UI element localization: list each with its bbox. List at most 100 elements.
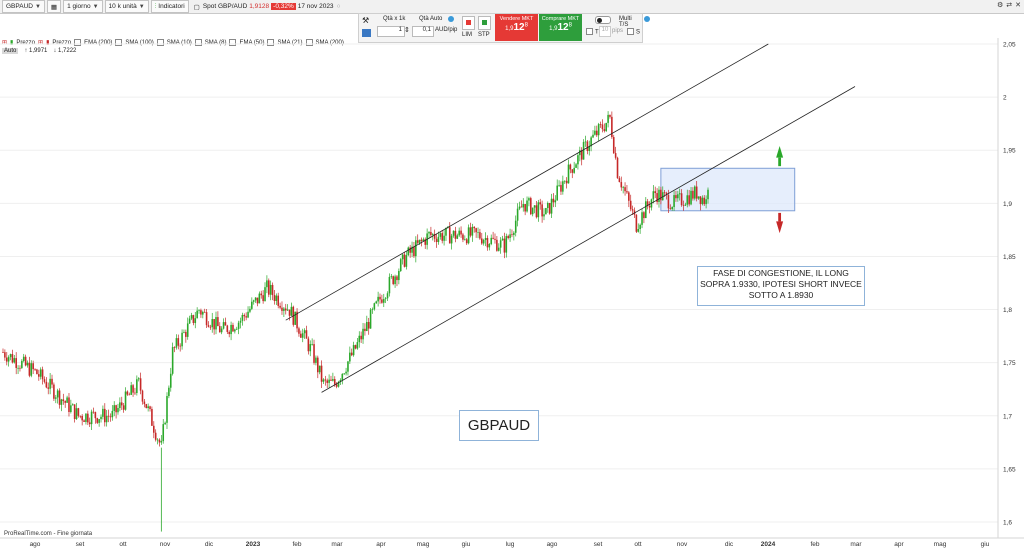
timeframe-label: 1 giorno bbox=[67, 3, 91, 10]
sync-icon[interactable]: ⇄ bbox=[1006, 2, 1013, 9]
wrench-icon[interactable]: ⚒ bbox=[362, 16, 370, 25]
indicator-sma21[interactable]: SMA (21) bbox=[277, 39, 303, 46]
units-selector[interactable]: 10 k unità ▼ bbox=[104, 0, 149, 13]
time-axis[interactable]: ago set ott nov dic 2023 feb mar apr mag giu lug ago… bbox=[30, 541, 990, 548]
price-axis[interactable]: 2,05 2 1,95 1,9 1,85 1,8 1,75 1,7 1,65 1,6 bbox=[1003, 42, 1016, 527]
candle-body bbox=[660, 189, 662, 201]
indicator-checkbox[interactable] bbox=[115, 39, 123, 46]
candle-body bbox=[673, 195, 675, 208]
target-input[interactable]: 10 bbox=[599, 26, 611, 37]
candle-body bbox=[403, 254, 406, 267]
indicator-sma200[interactable]: SMA (200) bbox=[315, 39, 344, 46]
candle-body bbox=[143, 401, 146, 405]
candle-body bbox=[47, 387, 50, 389]
candle-body bbox=[228, 331, 231, 335]
indicator-checkbox[interactable] bbox=[74, 39, 82, 46]
indicator-sma8[interactable]: SMA (8) bbox=[204, 39, 227, 46]
candle-body bbox=[164, 422, 166, 425]
candle-body bbox=[560, 185, 562, 192]
ticket-icon[interactable] bbox=[362, 29, 371, 37]
add-icon[interactable]: ⊞ bbox=[38, 40, 44, 46]
note-line-1: FASE DI CONGESTIONE, IL LONG bbox=[713, 268, 849, 278]
candle-body bbox=[162, 424, 165, 442]
candle-body bbox=[100, 416, 102, 420]
stp-button[interactable] bbox=[478, 16, 491, 30]
help-icon[interactable] bbox=[448, 16, 454, 22]
candle-body bbox=[469, 227, 472, 236]
lim-button[interactable] bbox=[462, 16, 475, 30]
indicator-checkbox[interactable] bbox=[156, 39, 164, 46]
candle-body bbox=[399, 259, 402, 272]
candle-body bbox=[9, 354, 12, 358]
candle-body bbox=[324, 379, 327, 381]
spot-info: ▢ Spot GBP/AUD 1,9128 -0,32% 17 nov 2023… bbox=[191, 1, 344, 12]
symbol-selector[interactable]: GBPAUD ▼ bbox=[2, 0, 45, 13]
indicator-price-2[interactable]: Prezzo bbox=[52, 39, 72, 46]
candle-body bbox=[492, 237, 494, 239]
candle-body bbox=[341, 373, 344, 381]
toolbar: GBPAUD ▼ ▦ 1 giorno ▼ 10 k unità ▼ ⫶ Indicat… bbox=[0, 0, 1024, 14]
target-checkbox[interactable]: T bbox=[586, 28, 599, 35]
candle-body bbox=[88, 422, 91, 425]
candle-body bbox=[235, 328, 238, 330]
candle-body bbox=[264, 287, 266, 302]
time-tick-label: feb bbox=[292, 541, 301, 548]
candle-body bbox=[628, 192, 630, 201]
scale-tag[interactable]: Auto bbox=[2, 48, 19, 54]
candle-body bbox=[624, 187, 626, 192]
time-tick-label: giu bbox=[981, 541, 990, 548]
stop-checkbox[interactable]: S bbox=[627, 28, 640, 35]
channel-lower-line[interactable] bbox=[321, 86, 856, 393]
candle-body bbox=[279, 305, 281, 308]
candle-body bbox=[616, 157, 619, 179]
candle-body bbox=[678, 193, 681, 195]
analysis-note[interactable]: FASE DI CONGESTIONE, IL LONG SOPRA 1.933… bbox=[697, 266, 865, 306]
sell-market-button[interactable]: Vendere MKT 1,9128 bbox=[495, 14, 538, 41]
step-input[interactable]: 0,1 bbox=[412, 26, 434, 37]
price-tick-label: 1,75 bbox=[1003, 360, 1016, 367]
indicator-ema50[interactable]: EMA (50) bbox=[239, 39, 265, 46]
symbol-label-box[interactable]: GBPAUD bbox=[459, 410, 539, 441]
candle-body bbox=[186, 323, 189, 337]
candle-body bbox=[405, 255, 408, 267]
indicator-checkbox[interactable] bbox=[267, 39, 275, 46]
candle-body bbox=[81, 415, 83, 421]
qty-stepper[interactable]: ⇕ bbox=[404, 27, 410, 34]
candle-body bbox=[307, 338, 310, 352]
time-tick-label: 2024 bbox=[761, 541, 776, 548]
candle-body bbox=[267, 280, 270, 295]
candle-body bbox=[339, 380, 342, 382]
candle-body bbox=[548, 202, 551, 214]
indicator-ema200[interactable]: EMA (200) bbox=[84, 39, 113, 46]
candle-body bbox=[416, 240, 419, 243]
candle-body bbox=[149, 406, 151, 409]
help-icon[interactable] bbox=[644, 16, 650, 22]
qty-input[interactable]: 1 bbox=[377, 26, 405, 37]
candle-body bbox=[136, 379, 138, 394]
candle-body bbox=[87, 413, 89, 423]
buy-price: 1,9128 bbox=[549, 22, 572, 33]
candle-body bbox=[120, 402, 123, 406]
timeframe-selector[interactable]: 1 giorno ▼ bbox=[63, 0, 103, 13]
buy-market-button[interactable]: Comprare MKT 1,9128 bbox=[539, 14, 582, 41]
multi-ts-toggle[interactable] bbox=[595, 16, 611, 24]
indicators-button[interactable]: ⫶ Indicatori bbox=[150, 0, 189, 13]
close-icon[interactable]: ✕ bbox=[1015, 2, 1021, 9]
candle-body bbox=[13, 358, 16, 363]
settings-icon[interactable]: ⚙ bbox=[996, 2, 1004, 9]
candle-body bbox=[21, 360, 23, 368]
calendar-icon[interactable]: ▦ bbox=[46, 0, 62, 13]
candle-body bbox=[30, 363, 33, 376]
indicator-checkbox[interactable] bbox=[229, 39, 237, 46]
candle-body bbox=[550, 198, 553, 214]
indicator-checkbox[interactable] bbox=[305, 39, 313, 46]
candle-body bbox=[465, 239, 468, 244]
indicator-price-1[interactable]: Prezzo bbox=[16, 39, 36, 46]
indicator-sma10[interactable]: SMA (10) bbox=[166, 39, 192, 46]
add-icon[interactable]: ⊞ bbox=[2, 40, 8, 46]
indicator-sma100[interactable]: SMA (100) bbox=[125, 39, 154, 46]
channel-upper-line[interactable] bbox=[285, 43, 769, 321]
candle-body bbox=[160, 441, 163, 443]
indicator-checkbox[interactable] bbox=[194, 39, 202, 46]
